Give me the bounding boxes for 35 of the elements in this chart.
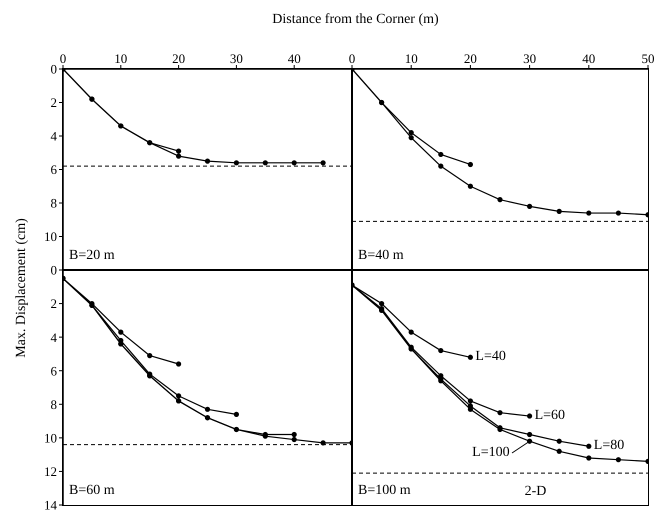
series-label: L=40 <box>475 348 506 366</box>
x-axis-title: Distance from the Corner (m) <box>271 12 440 28</box>
x-tick-label: 50 <box>642 51 654 66</box>
x-tick-label: 20 <box>172 51 186 66</box>
y-tick-label: 8 <box>50 396 57 412</box>
annotation: B=100 m <box>358 483 411 499</box>
y-tick-label: 12 <box>44 464 57 480</box>
x-tick-label: 20 <box>464 51 477 66</box>
x-tick-label: 30 <box>230 51 243 66</box>
y-tick-label: 0 <box>50 62 57 77</box>
x-tick-label: 40 <box>288 51 301 66</box>
annotation: B=20 m <box>69 248 115 264</box>
y-tick-label: 6 <box>50 363 58 378</box>
series-label: L=60 <box>534 407 566 426</box>
series-label: L=80 <box>594 437 624 456</box>
y-axis-title: Max. Displacement (cm) <box>14 218 30 358</box>
legend-label: L=100 <box>472 444 510 462</box>
x-tick-label: 10 <box>114 51 128 66</box>
y-tick-label: 4 <box>50 330 58 345</box>
y-tick-label: 14 <box>44 498 58 513</box>
x-tick-label: 30 <box>523 51 536 66</box>
ref-line-label: 2-D <box>524 484 546 500</box>
y-tick-label: 2 <box>50 95 57 110</box>
y-tick-label: 4 <box>50 128 58 144</box>
y-tick-label: 6 <box>50 162 58 178</box>
y-tick-label: 0 <box>50 262 57 278</box>
annotation: B=60 m <box>69 483 115 499</box>
x-tick-label: 40 <box>582 51 596 66</box>
x-tick-label: 10 <box>404 51 418 66</box>
x-tick-label: 0 <box>348 51 356 66</box>
y-tick-label: 8 <box>50 196 57 211</box>
y-tick-label: 10 <box>44 229 57 244</box>
annotation: B=40 m <box>358 248 404 264</box>
y-tick-label: 10 <box>44 430 57 446</box>
y-tick-label: 2 <box>50 296 57 312</box>
